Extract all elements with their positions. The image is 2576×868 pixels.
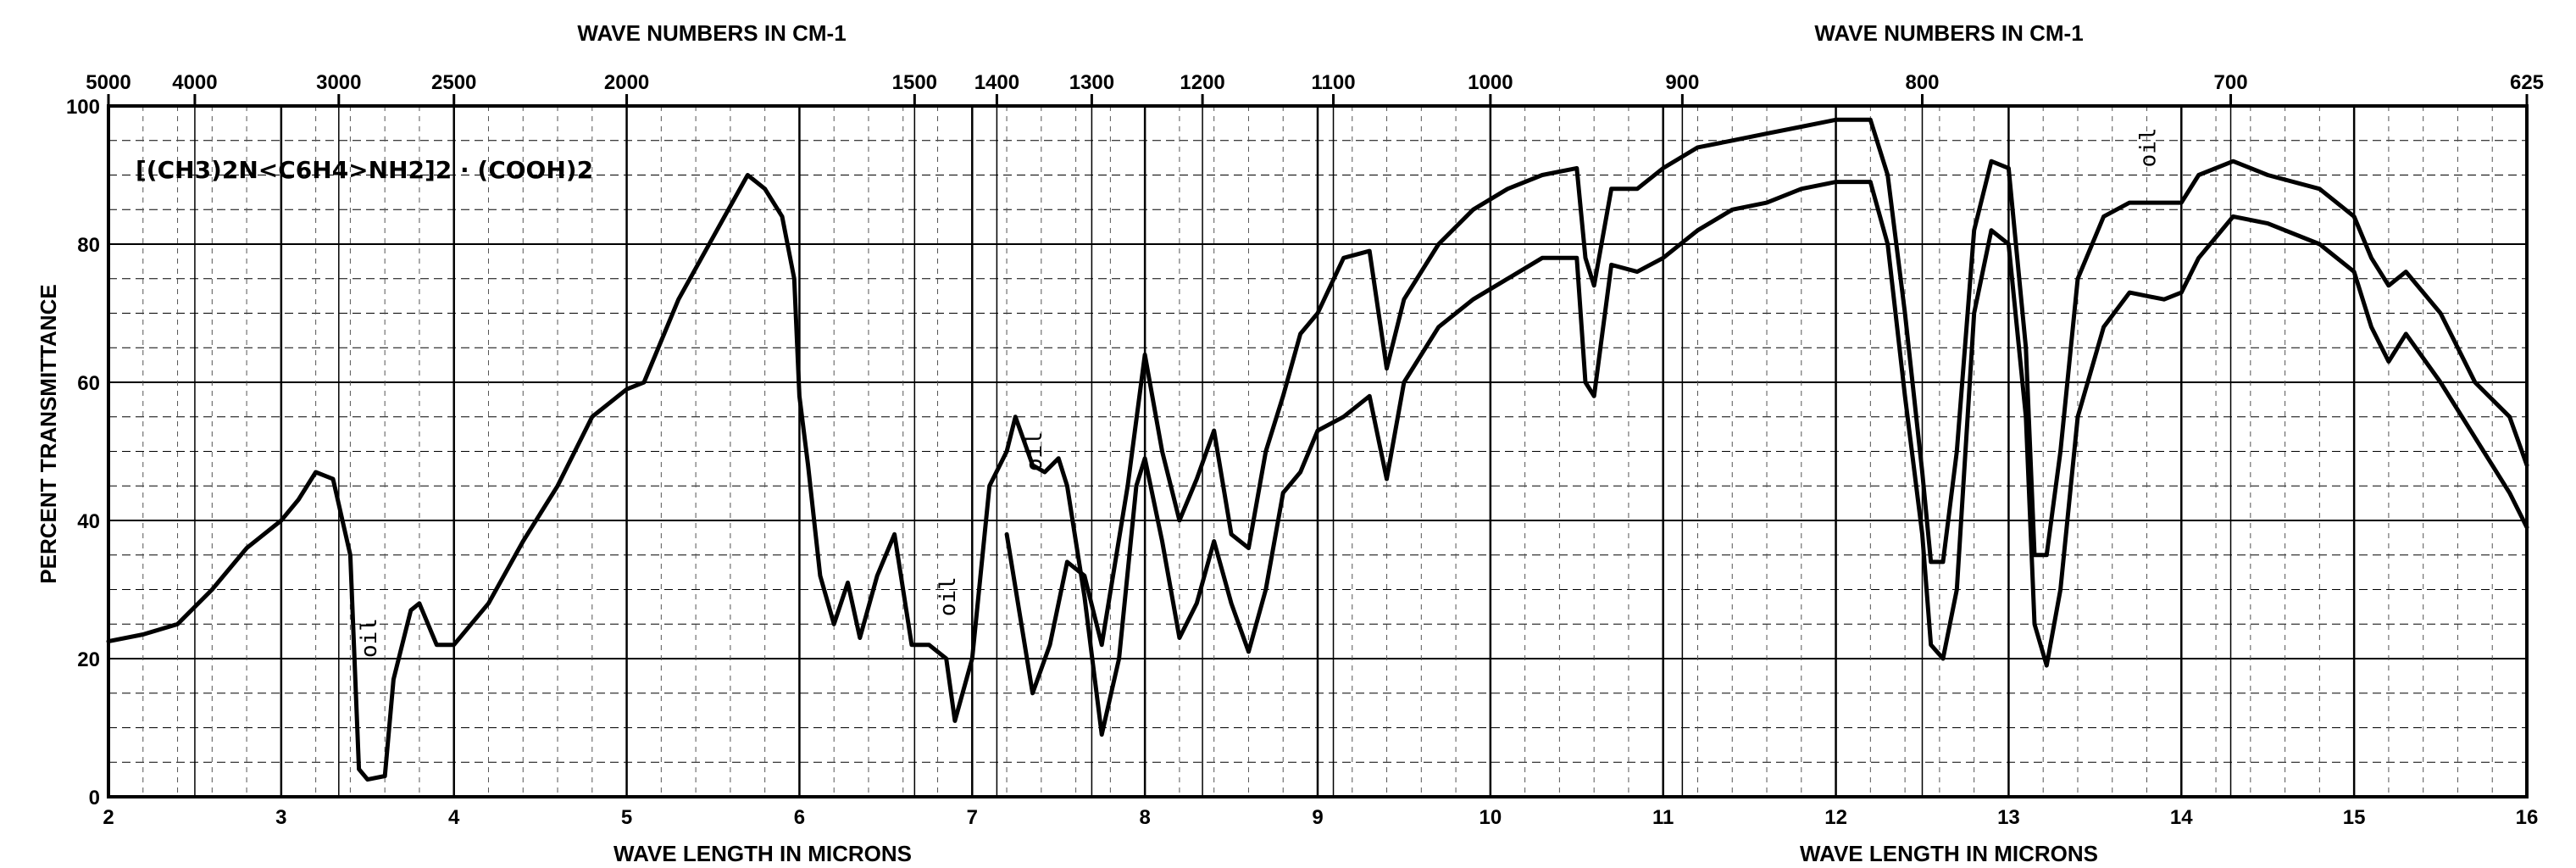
y-tick-label: 0 bbox=[89, 787, 100, 810]
x-tick-label: 2 bbox=[103, 806, 114, 829]
y-axis-label: PERCENT TRANSMITTANCE bbox=[36, 284, 61, 583]
top-tick-label: 900 bbox=[1665, 71, 1699, 94]
x-tick-label: 6 bbox=[794, 806, 805, 829]
top-tick-label: 2000 bbox=[604, 71, 649, 94]
top-axis-title-right: WAVE NUMBERS IN CM-1 bbox=[1814, 20, 2083, 46]
series-line-lower bbox=[106, 173, 2529, 782]
top-axis-title-left: WAVE NUMBERS IN CM-1 bbox=[577, 20, 846, 46]
spectrum-traces bbox=[106, 117, 2529, 782]
y-tick-label: 40 bbox=[77, 510, 100, 533]
x-tick-label: 11 bbox=[1652, 806, 1674, 829]
top-tick-label: 1000 bbox=[1468, 71, 1513, 94]
x-tick-label: 3 bbox=[275, 806, 286, 829]
top-tick-label: 3000 bbox=[316, 71, 361, 94]
plot-border bbox=[107, 104, 2529, 798]
x-tick-label: 8 bbox=[1139, 806, 1150, 829]
x-tick-label: 9 bbox=[1312, 806, 1323, 829]
x-tick-label: 12 bbox=[1824, 806, 1847, 829]
plot-frame bbox=[107, 104, 2529, 798]
annotation-oil: oil bbox=[1022, 431, 1047, 471]
y-tick-label: 80 bbox=[77, 234, 100, 257]
top-tick-label: 1200 bbox=[1180, 71, 1224, 94]
top-tick-label: 5000 bbox=[86, 71, 130, 94]
bottom-axis-title-left: WAVE LENGTH IN MICRONS bbox=[613, 841, 912, 866]
top-tick-label: 1400 bbox=[974, 71, 1019, 94]
top-tick-label: 1300 bbox=[1069, 71, 1114, 94]
top-tick-label: 2500 bbox=[431, 71, 476, 94]
x-tick-label: 16 bbox=[2516, 806, 2539, 829]
top-tick-label: 1100 bbox=[1311, 71, 1355, 94]
x-tick-label: 14 bbox=[2170, 806, 2193, 829]
x-tick-label: 15 bbox=[2343, 806, 2366, 829]
annotation-oil: oil bbox=[935, 576, 961, 616]
formula-label: [(CH3)2N<C6H4>NH2]2 · (COOH)2 bbox=[136, 156, 593, 184]
chart-grid bbox=[108, 106, 2527, 797]
x-tick-label: 4 bbox=[448, 806, 460, 829]
top-tick-label: 625 bbox=[2510, 71, 2544, 94]
series-line-upper bbox=[1004, 117, 2529, 696]
top-tick-label: 700 bbox=[2214, 71, 2248, 94]
bottom-axis-title-right: WAVE LENGTH IN MICRONS bbox=[1800, 841, 2098, 866]
x-tick-label: 13 bbox=[1997, 806, 2020, 829]
y-tick-label: 20 bbox=[77, 648, 100, 671]
top-tick-label: 800 bbox=[1905, 71, 1939, 94]
x-tick-label: 5 bbox=[621, 806, 632, 829]
annotation-oil: oil bbox=[357, 618, 382, 658]
y-tick-label: 60 bbox=[77, 372, 100, 395]
y-tick-label: 100 bbox=[66, 96, 100, 119]
top-tick-label: 4000 bbox=[172, 71, 217, 94]
top-tick-label: 1500 bbox=[892, 71, 937, 94]
x-tick-label: 7 bbox=[967, 806, 978, 829]
x-tick-label: 10 bbox=[1480, 806, 1502, 829]
oil-annotations: oil oil oil oil bbox=[357, 127, 2162, 658]
annotation-oil: oil bbox=[2136, 127, 2162, 167]
